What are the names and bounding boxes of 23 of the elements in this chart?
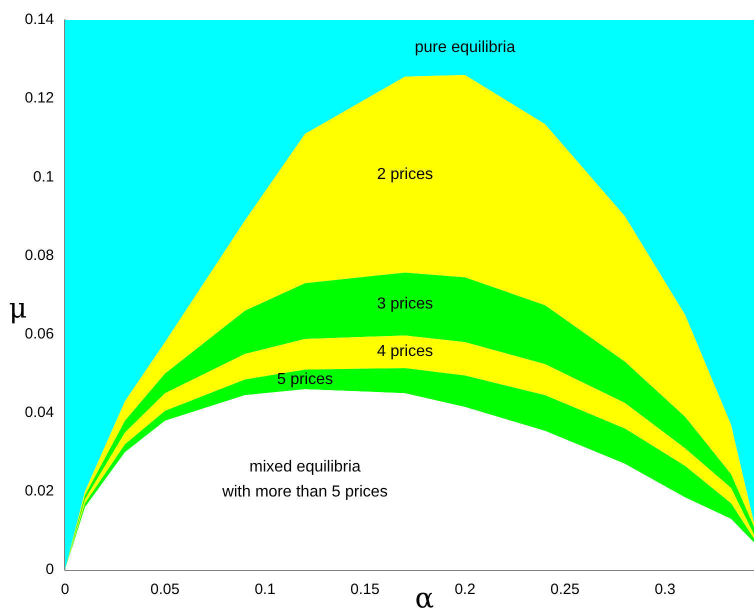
y-tick-label: 0.14 [24,11,54,28]
x-tick-label: 0.05 [150,581,180,598]
y-tick-label: 0.08 [24,246,54,264]
series-label: pure equilibria [414,38,516,56]
y-tick-label: 0.12 [24,90,54,107]
y-tick-label: 0.02 [24,482,54,500]
series-label: 4 prices [376,343,434,360]
x-tick-label: 0.1 [254,581,276,598]
x-tick-label: 0.2 [454,581,476,598]
y-tick-label: 0 [46,561,54,578]
y-tick-label: 0.1 [33,168,54,186]
series-label: mixed equilibria with more than 5 prices [221,458,388,501]
y-axis-title: μ [8,291,28,324]
x-tick-label: 0.25 [550,581,580,598]
x-axis-title: α [415,581,434,610]
series-label: 2 prices [376,166,434,183]
x-tick-label: 0.3 [654,581,676,598]
x-tick-label: 0 [60,581,70,598]
series-label: 3 prices [376,295,434,312]
y-tick-label: 0.04 [24,404,54,421]
series-label: 5 prices [276,370,334,388]
x-tick-label: 0.15 [350,581,380,598]
y-tick-label: 0.06 [24,325,54,342]
